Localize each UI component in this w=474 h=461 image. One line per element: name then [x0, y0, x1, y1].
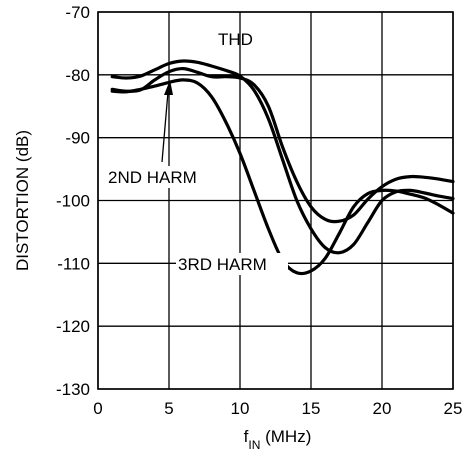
annotation-2nd-harm: 2ND HARM: [108, 168, 197, 187]
x-tick-label: 25: [444, 399, 463, 418]
annotation-2nd-harm-background: [106, 166, 218, 188]
annotations: THD 2ND HARM 3RD HARM: [106, 30, 288, 275]
x-tick-label: 20: [373, 399, 392, 418]
y-axis-label: DISTORTION (dB): [13, 130, 32, 271]
x-tick-label: 15: [302, 399, 321, 418]
x-axis-label: fIN (MHz): [244, 427, 312, 452]
grid: [97, 11, 454, 390]
x-axis-label-unit: (MHz): [260, 427, 311, 446]
x-tick-label: 0: [93, 399, 102, 418]
y-tick-label: -100: [56, 192, 90, 211]
y-tick-label: -70: [65, 3, 90, 22]
y-tick-label: -130: [56, 380, 90, 399]
tick-labels: 0 5 10 15 20 25 -70 -80 -90 -100 -110 -120 -130: [56, 3, 462, 418]
series-line-2nd-harm: [110, 66, 455, 224]
annotation-2nd-harm-arrowhead: [164, 80, 173, 95]
y-tick-label: -90: [65, 129, 90, 148]
x-tick-label: 5: [164, 399, 173, 418]
annotation-3rd-harm: 3RD HARM: [178, 255, 267, 274]
y-tick-label: -80: [65, 66, 90, 85]
plot-frame: [97, 11, 454, 390]
series-line-thd: [110, 59, 455, 255]
annotation-3rd-harm-background: [176, 253, 288, 275]
x-axis-label-main: f: [244, 427, 249, 446]
annotation-thd: THD: [218, 30, 253, 49]
annotation-2nd-harm-arrow-line: [161, 91, 169, 163]
y-tick-label: -110: [57, 254, 90, 273]
x-axis-label-subscript: IN: [248, 438, 260, 452]
x-tick-label: 10: [231, 399, 250, 418]
y-tick-label: -120: [56, 317, 90, 336]
